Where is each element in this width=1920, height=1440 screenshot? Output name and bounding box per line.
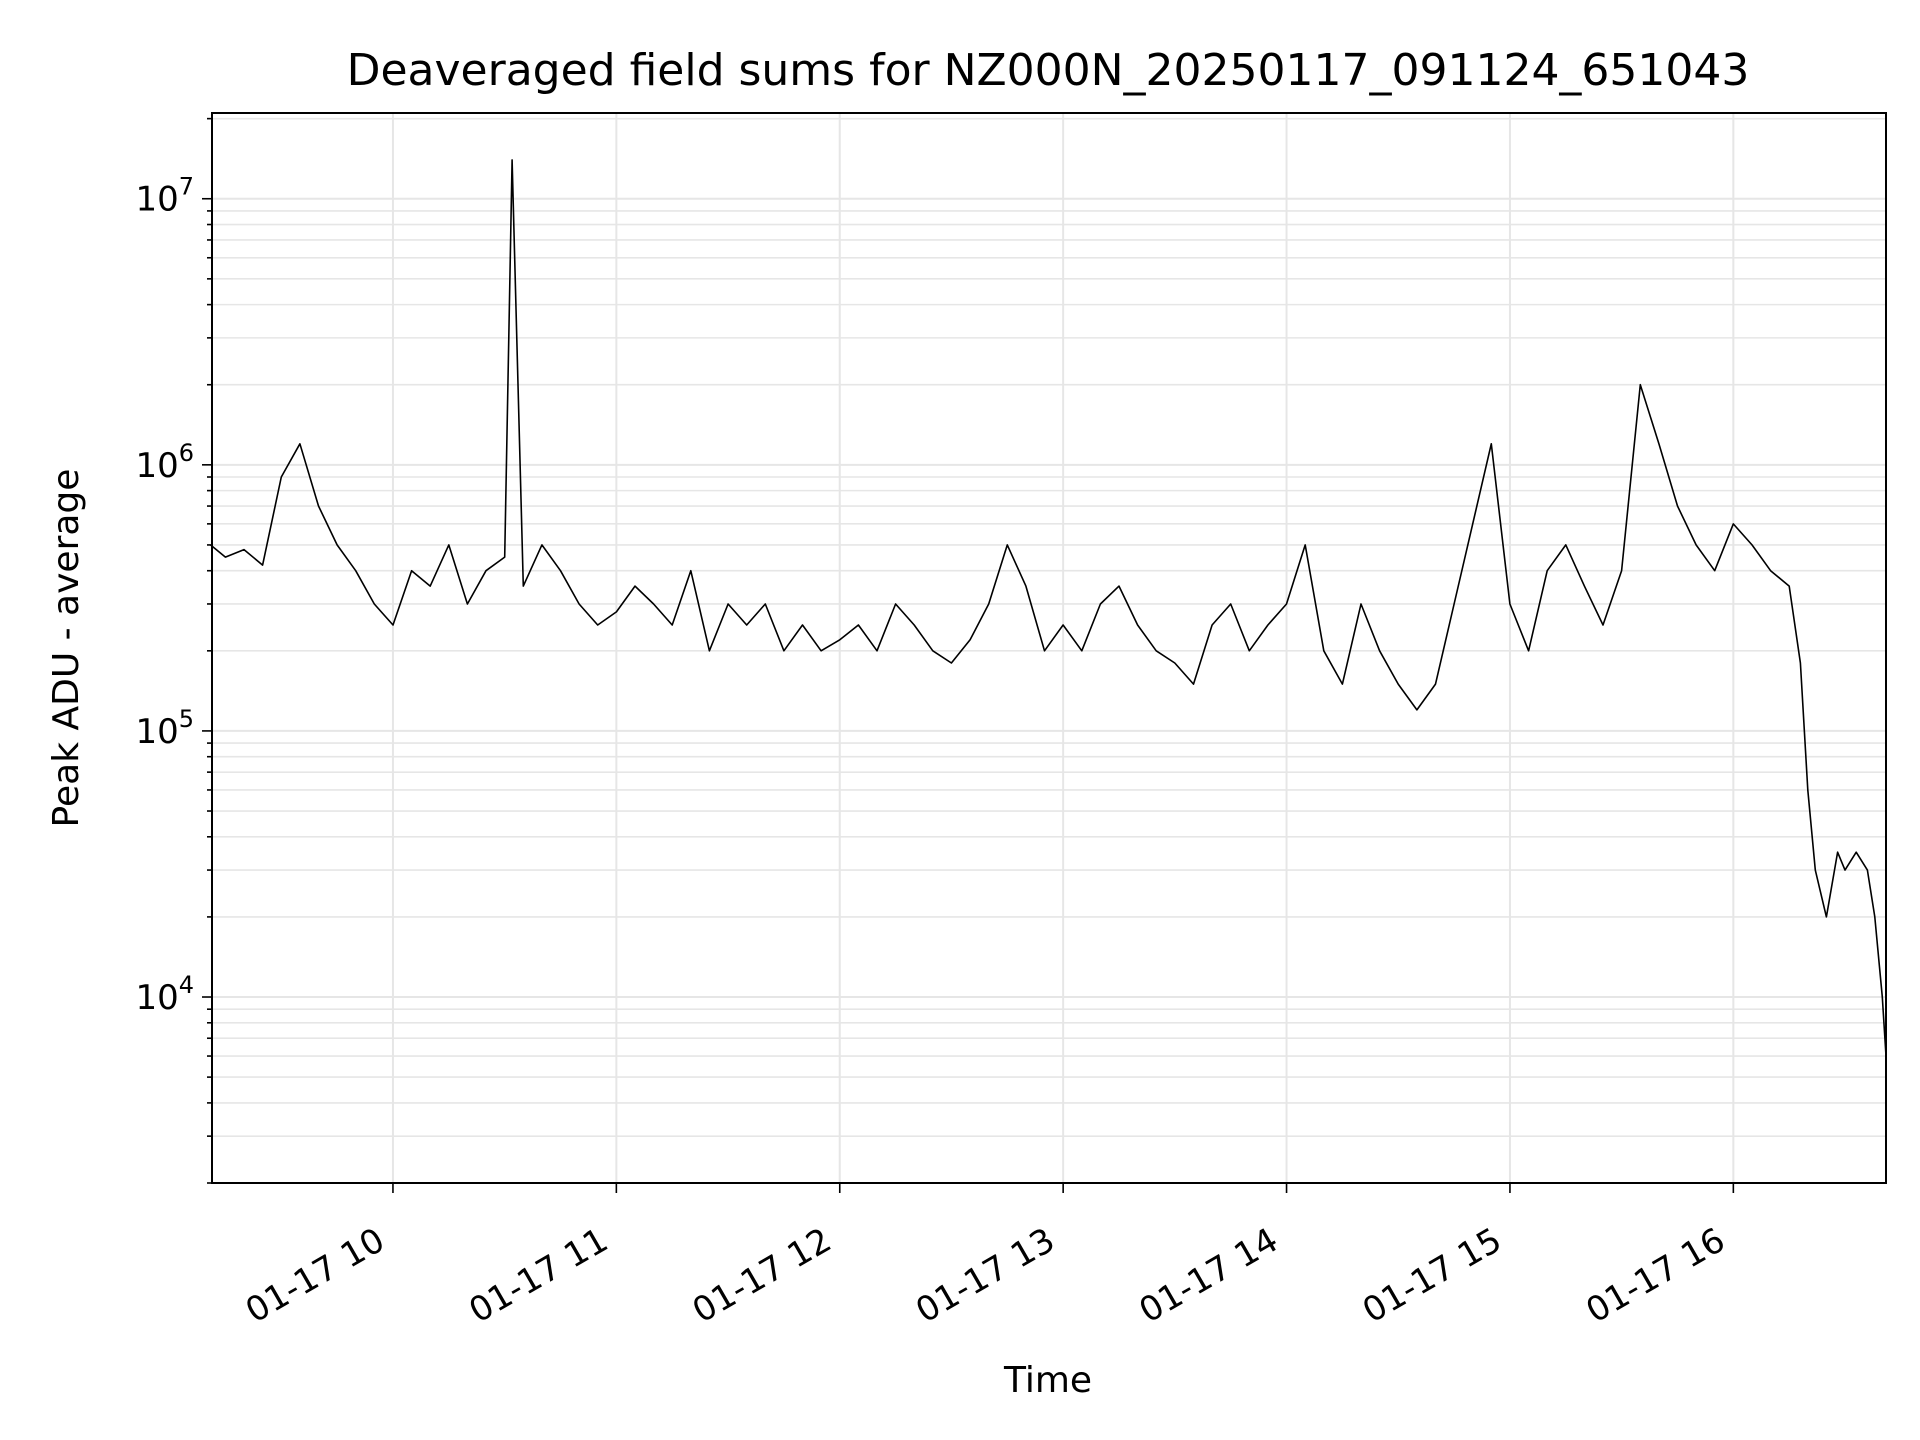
y-axis-label: Peak ADU - average xyxy=(46,469,87,828)
y-axis: 104 105 106 107 xyxy=(135,117,212,1184)
x-axis-label: Time xyxy=(1003,1360,1092,1401)
data-line-series-0 xyxy=(209,159,1887,1057)
plot-frame xyxy=(211,112,1887,1184)
y-tick-label: 105 xyxy=(135,705,194,752)
data-line-layer xyxy=(209,159,1887,1057)
grid xyxy=(212,113,1886,1184)
chart-title: Deaveraged field sums for NZ000N_2025011… xyxy=(347,45,1750,96)
y-tick-label: 104 xyxy=(135,971,194,1018)
y-tick-label: 106 xyxy=(135,439,194,486)
y-tick-label: 107 xyxy=(135,173,194,220)
